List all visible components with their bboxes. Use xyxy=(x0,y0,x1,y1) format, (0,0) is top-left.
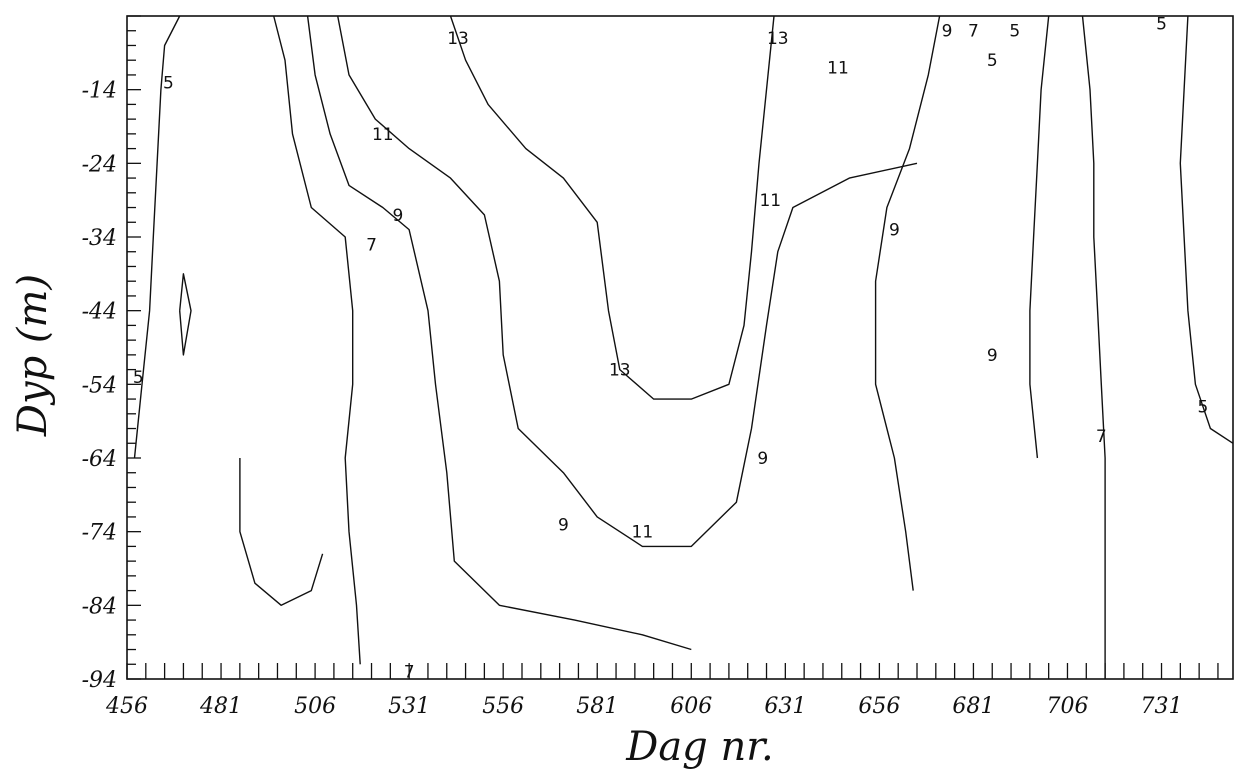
x-tick-label: 581 xyxy=(576,694,618,719)
x-tick-label: 456 xyxy=(105,694,148,719)
contour-label: 9 xyxy=(889,221,900,241)
contour-line-11 xyxy=(337,15,918,548)
x-tick-layer: 456 481 506 531 556 581 606 631 656 681 706 731 xyxy=(105,663,1219,719)
contour-line-5 xyxy=(1179,15,1234,444)
x-tick-label: 656 xyxy=(858,694,900,719)
contour-label: 5 xyxy=(987,51,998,71)
x-tick-label: 531 xyxy=(388,694,430,719)
plot-frame xyxy=(126,15,1234,680)
contour-label: 13 xyxy=(447,29,469,49)
contour-line-9 xyxy=(1029,15,1050,459)
x-tick-label: 506 xyxy=(294,694,336,719)
y-tick-label: -24 xyxy=(82,152,117,177)
y-tick-label: -54 xyxy=(82,373,117,398)
contour-label: 7 xyxy=(366,235,377,255)
contour-layer xyxy=(133,15,1234,679)
contour-label: 5 xyxy=(1009,22,1020,42)
contour-line-5 xyxy=(133,15,181,459)
contour-line-7 xyxy=(273,15,361,665)
x-tick-label: 606 xyxy=(670,694,712,719)
y-axis-title: Dyp (m) xyxy=(10,274,56,437)
contour-label: 5 xyxy=(163,73,174,93)
contour-label: 11 xyxy=(827,59,849,79)
contour-label: 9 xyxy=(757,449,768,469)
contour-label: 11 xyxy=(372,125,394,145)
contour-label: 9 xyxy=(392,206,403,226)
contour-label: 11 xyxy=(632,523,654,543)
contour-label: 13 xyxy=(609,361,631,381)
y-tick-label: -74 xyxy=(82,521,117,546)
contour-label: 5 xyxy=(1197,397,1208,417)
contour-label: 5 xyxy=(1156,14,1167,34)
contour-line-9 xyxy=(874,15,941,591)
y-tick-layer: -14 -24 -34 -44 -54 -64 -74 -84 -94 xyxy=(82,15,141,693)
contour-line-9 xyxy=(306,15,692,651)
y-tick-label: -14 xyxy=(82,79,117,104)
x-tick-label: 731 xyxy=(1141,694,1183,719)
y-tick-label: -44 xyxy=(82,300,117,325)
x-tick-label: 681 xyxy=(952,694,994,719)
contour-label: 9 xyxy=(942,22,953,42)
contour-line-7 xyxy=(239,458,324,606)
contour-label: 9 xyxy=(987,346,998,366)
x-tick-label: 706 xyxy=(1046,694,1088,719)
contour-label: 7 xyxy=(968,22,979,42)
y-tick-label: -94 xyxy=(82,668,117,693)
contour-label: 13 xyxy=(767,29,789,49)
contour-label: 5 xyxy=(133,368,144,388)
y-tick-label: -64 xyxy=(82,447,117,472)
x-axis-title: Dag nr. xyxy=(625,724,773,769)
x-tick-label: 481 xyxy=(199,694,242,719)
contour-line-7 xyxy=(1081,15,1106,679)
y-tick-label: -34 xyxy=(82,226,117,251)
contour-line-13 xyxy=(449,15,775,400)
y-tick-label: -84 xyxy=(82,594,117,619)
x-tick-label: 631 xyxy=(764,694,806,719)
contour-line-5 xyxy=(179,273,192,356)
contour-label: 9 xyxy=(558,515,569,535)
contour-label: 11 xyxy=(759,191,781,211)
contour-label: 7 xyxy=(1096,427,1107,447)
x-tick-label: 556 xyxy=(482,694,524,719)
